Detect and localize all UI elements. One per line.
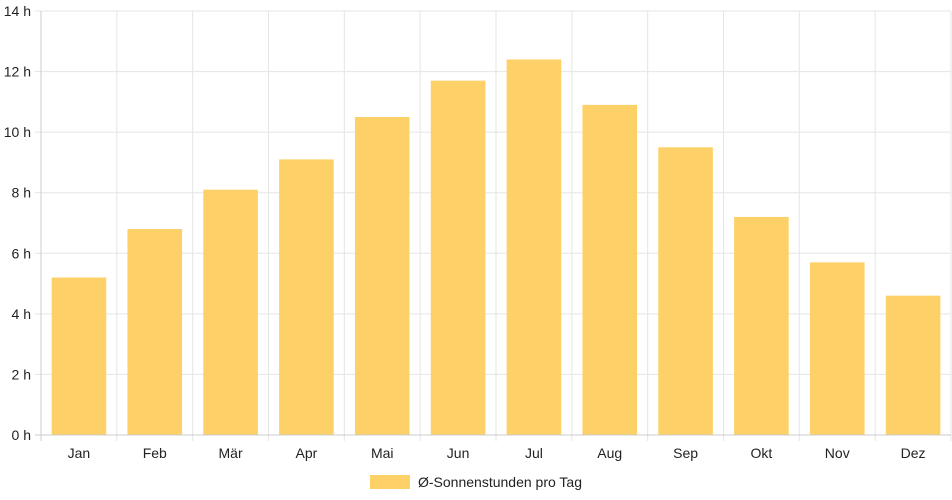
x-tick-label: Mär (219, 445, 243, 461)
bar-feb (127, 229, 183, 435)
legend-swatch (370, 475, 410, 489)
bars (51, 59, 941, 436)
bar-mai (354, 117, 410, 435)
bar-jun (430, 80, 486, 436)
x-tick-label: Jan (68, 445, 91, 461)
y-tick-label: 14 h (4, 3, 31, 19)
bar-nov (809, 262, 865, 435)
bar-mär (203, 189, 258, 435)
y-tick-label: 10 h (4, 124, 31, 140)
y-tick-label: 6 h (12, 245, 31, 261)
grid (35, 10, 952, 441)
legend: Ø-Sonnenstunden pro Tag (0, 470, 952, 494)
y-tick-label: 2 h (12, 366, 31, 382)
x-tick-label: Feb (143, 445, 167, 461)
y-tick-label: 0 h (12, 427, 31, 443)
bar-dez (885, 295, 941, 435)
x-tick-label: Aug (597, 445, 622, 461)
y-tick-label: 8 h (12, 185, 31, 201)
bar-jan (51, 277, 107, 435)
y-tick-label: 4 h (12, 306, 31, 322)
bar-aug (582, 104, 638, 435)
legend-label: Ø-Sonnenstunden pro Tag (418, 474, 582, 490)
x-tick-label: Dez (901, 445, 926, 461)
x-tick-label: Nov (825, 445, 850, 461)
y-tick-labels: 0 h 2 h 4 h 6 h 8 h 10 h 12 h 14 h (4, 3, 31, 443)
y-tick-label: 12 h (4, 64, 31, 80)
bar-apr (279, 159, 334, 435)
bar-jul (506, 59, 562, 435)
bar-chart: 0 h 2 h 4 h 6 h 8 h 10 h 12 h 14 h Jan Feb Mär Apr… (4, 3, 952, 461)
bar-okt (734, 216, 789, 435)
x-tick-label: Okt (751, 445, 773, 461)
x-tick-label: Jun (447, 445, 470, 461)
x-tick-label: Apr (296, 445, 318, 461)
bar-sep (658, 147, 713, 436)
x-tick-label: Sep (673, 445, 698, 461)
axes (35, 11, 951, 441)
x-tick-labels: Jan Feb Mär Apr Mai Jun Jul Aug Sep Okt Nov Dez (68, 445, 926, 461)
x-tick-label: Mai (371, 445, 394, 461)
x-tick-label: Jul (525, 445, 543, 461)
